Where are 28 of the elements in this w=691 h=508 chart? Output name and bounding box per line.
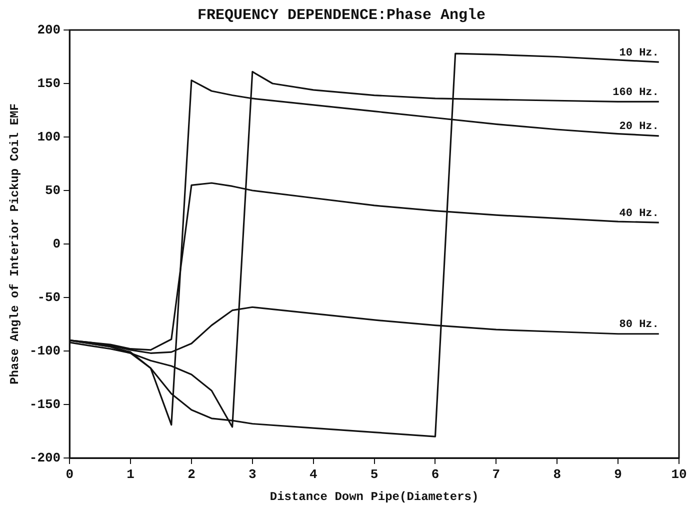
chart-title: FREQUENCY DEPENDENCE:Phase Angle (197, 6, 486, 24)
x-tick-label: 0 (66, 467, 74, 482)
y-tick-label: 200 (37, 22, 61, 38)
x-tick-label: 7 (492, 467, 500, 482)
y-tick-label: -100 (29, 343, 61, 358)
series-label: 20 Hz. (619, 121, 659, 134)
x-tick-label: 10 (671, 467, 687, 482)
y-tick-label: 150 (37, 76, 61, 91)
series-label: 80 Hz. (619, 319, 659, 332)
y-tick-label: -50 (37, 290, 61, 305)
x-tick-label: 1 (126, 467, 135, 482)
x-tick-label: 8 (553, 467, 562, 482)
y-tick-label: 50 (44, 182, 61, 198)
y-tick-label: 0 (52, 236, 61, 252)
series-label: 40 Hz. (619, 208, 659, 220)
y-tick-label: -150 (29, 396, 61, 412)
x-axis-title: Distance Down Pipe(Diameters) (270, 490, 479, 504)
y-tick-label: -200 (29, 450, 61, 466)
x-tick-label: 5 (370, 467, 378, 482)
x-tick-label: 6 (431, 467, 440, 482)
x-tick-label: 3 (248, 467, 257, 482)
series-label: 10 Hz. (619, 47, 659, 60)
y-axis-title: Phase Angle of Interior Pickup Coil EMF (8, 104, 22, 384)
x-tick-label: 2 (188, 467, 196, 482)
series-label: 160 Hz. (612, 86, 659, 99)
x-tick-label: 4 (309, 467, 318, 482)
x-tick-label: 9 (614, 467, 622, 482)
y-tick-label: 100 (37, 129, 61, 144)
